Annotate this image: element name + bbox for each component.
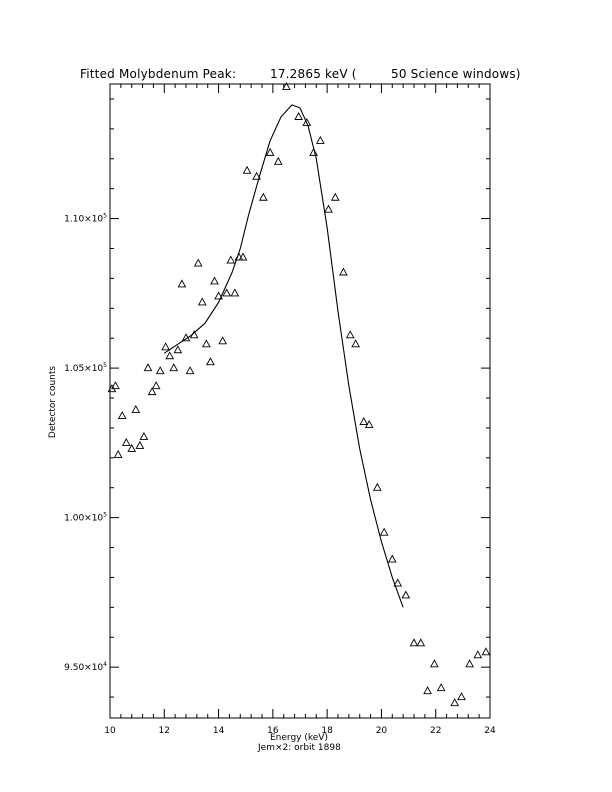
data-point-triangle <box>351 339 361 348</box>
x-tick-label: 14 <box>213 726 225 736</box>
data-point-triangle <box>409 638 419 647</box>
x-tick-label: 18 <box>321 726 333 736</box>
data-point-triangle <box>309 147 318 156</box>
data-point-triangle <box>429 659 439 668</box>
data-point-triangle <box>258 192 268 201</box>
data-point-triangle <box>165 351 175 360</box>
data-point-triangle <box>242 165 252 174</box>
data-point-triangle <box>436 683 446 692</box>
data-point-triangle <box>111 381 120 390</box>
title-suffix: 50 Science windows) <box>391 67 521 81</box>
data-point-triangle <box>189 330 199 339</box>
data-point-triangle <box>143 363 153 372</box>
data-point-triangle <box>238 252 248 261</box>
data-point-triangle <box>393 578 403 587</box>
data-point-triangle <box>139 431 149 440</box>
y-axis-label: Detector counts <box>48 365 58 439</box>
data-point-triangle <box>181 333 191 342</box>
x-tick-label: 16 <box>267 726 279 736</box>
fit-curve <box>163 104 404 608</box>
data-point-triangle <box>169 363 179 372</box>
x-tick-label: 12 <box>159 726 170 736</box>
data-point-triangle <box>193 258 203 267</box>
data-point-triangle <box>473 650 483 659</box>
data-point-triangle <box>273 156 283 165</box>
data-point-triangle <box>324 204 333 213</box>
data-point-triangle <box>131 405 141 414</box>
y-tick-label: 1.00×105 <box>64 512 107 524</box>
data-point-triangle <box>330 192 340 201</box>
data-point-triangle <box>265 147 275 156</box>
data-point-triangle <box>457 692 466 701</box>
data-point-triangle <box>315 135 325 144</box>
y-tick-label: 1.10×105 <box>64 213 107 225</box>
data-point-triangle <box>197 297 207 306</box>
x-tick-label: 20 <box>376 726 388 736</box>
footer-note: Jem×2: orbit 1898 <box>258 743 341 753</box>
data-point-triangle <box>423 686 432 695</box>
title-value: 17.2865 keV ( <box>270 67 357 81</box>
x-tick-label: 22 <box>430 726 441 736</box>
data-point-triangle <box>151 381 161 390</box>
data-point-triangle <box>401 590 411 599</box>
data-point-triangle <box>155 366 165 375</box>
y-tick-label: 1.05×105 <box>64 362 107 374</box>
data-point-triangle <box>127 443 137 452</box>
data-point-triangle <box>230 288 240 297</box>
data-point-triangle <box>282 82 291 91</box>
x-axis-label: Energy (keV) <box>270 733 328 743</box>
data-point-triangle <box>121 437 131 446</box>
data-point-triangle <box>450 698 460 707</box>
data-point-triangle <box>218 336 228 345</box>
x-tick-label: 24 <box>484 726 496 736</box>
y-tick-label: 9.50×104 <box>64 661 107 673</box>
title-prefix: Fitted Molybdenum Peak: <box>80 67 237 81</box>
tick-labels: 10 12 14 16 18 20 22 24 9.50×104 1.00×105 1.05×105… <box>64 213 496 736</box>
data-point-triangle <box>206 357 215 366</box>
data-points <box>107 82 491 707</box>
data-point-triangle <box>345 330 355 339</box>
data-point-triangle <box>117 411 127 420</box>
x-tick-label: 10 <box>104 726 116 736</box>
data-point-triangle <box>135 440 145 449</box>
data-point-triangle <box>379 527 389 536</box>
data-point-triangle <box>185 366 195 375</box>
data-point-triangle <box>481 647 491 656</box>
data-point-triangle <box>364 419 374 428</box>
data-point-triangle <box>147 387 157 396</box>
data-point-triangle <box>210 276 219 285</box>
data-point-triangle <box>173 345 183 354</box>
data-point-triangle <box>339 267 348 276</box>
data-point-triangle <box>226 255 236 264</box>
axis-ticks <box>109 84 491 718</box>
data-point-triangle <box>222 288 232 297</box>
data-point-triangle <box>252 171 261 180</box>
data-point-triangle <box>201 339 211 348</box>
data-point-triangle <box>359 416 369 425</box>
data-point-triangle <box>372 482 382 491</box>
data-point-triangle <box>387 554 397 563</box>
data-point-triangle <box>177 279 187 288</box>
plot-frame <box>109 83 491 719</box>
data-point-triangle <box>214 291 223 300</box>
data-point-triangle <box>465 659 475 668</box>
data-point-triangle <box>113 449 123 458</box>
data-point-triangle <box>161 342 171 351</box>
data-point-triangle <box>416 638 426 647</box>
data-point-triangle <box>302 117 312 126</box>
data-point-triangle <box>294 111 304 120</box>
